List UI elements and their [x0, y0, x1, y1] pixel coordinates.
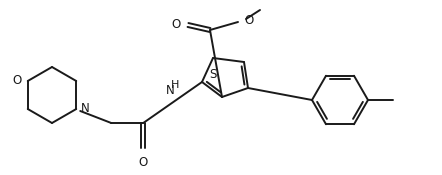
Text: H: H	[171, 80, 179, 90]
Text: O: O	[172, 19, 181, 32]
Text: O: O	[244, 13, 253, 26]
Text: O: O	[139, 156, 148, 169]
Text: N: N	[166, 83, 175, 96]
Text: O: O	[12, 75, 22, 88]
Text: N: N	[81, 103, 90, 116]
Text: S: S	[210, 68, 217, 81]
